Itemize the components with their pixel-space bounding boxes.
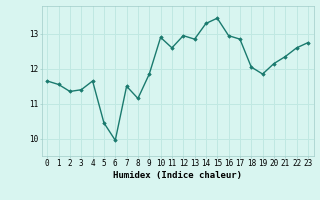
X-axis label: Humidex (Indice chaleur): Humidex (Indice chaleur) — [113, 171, 242, 180]
